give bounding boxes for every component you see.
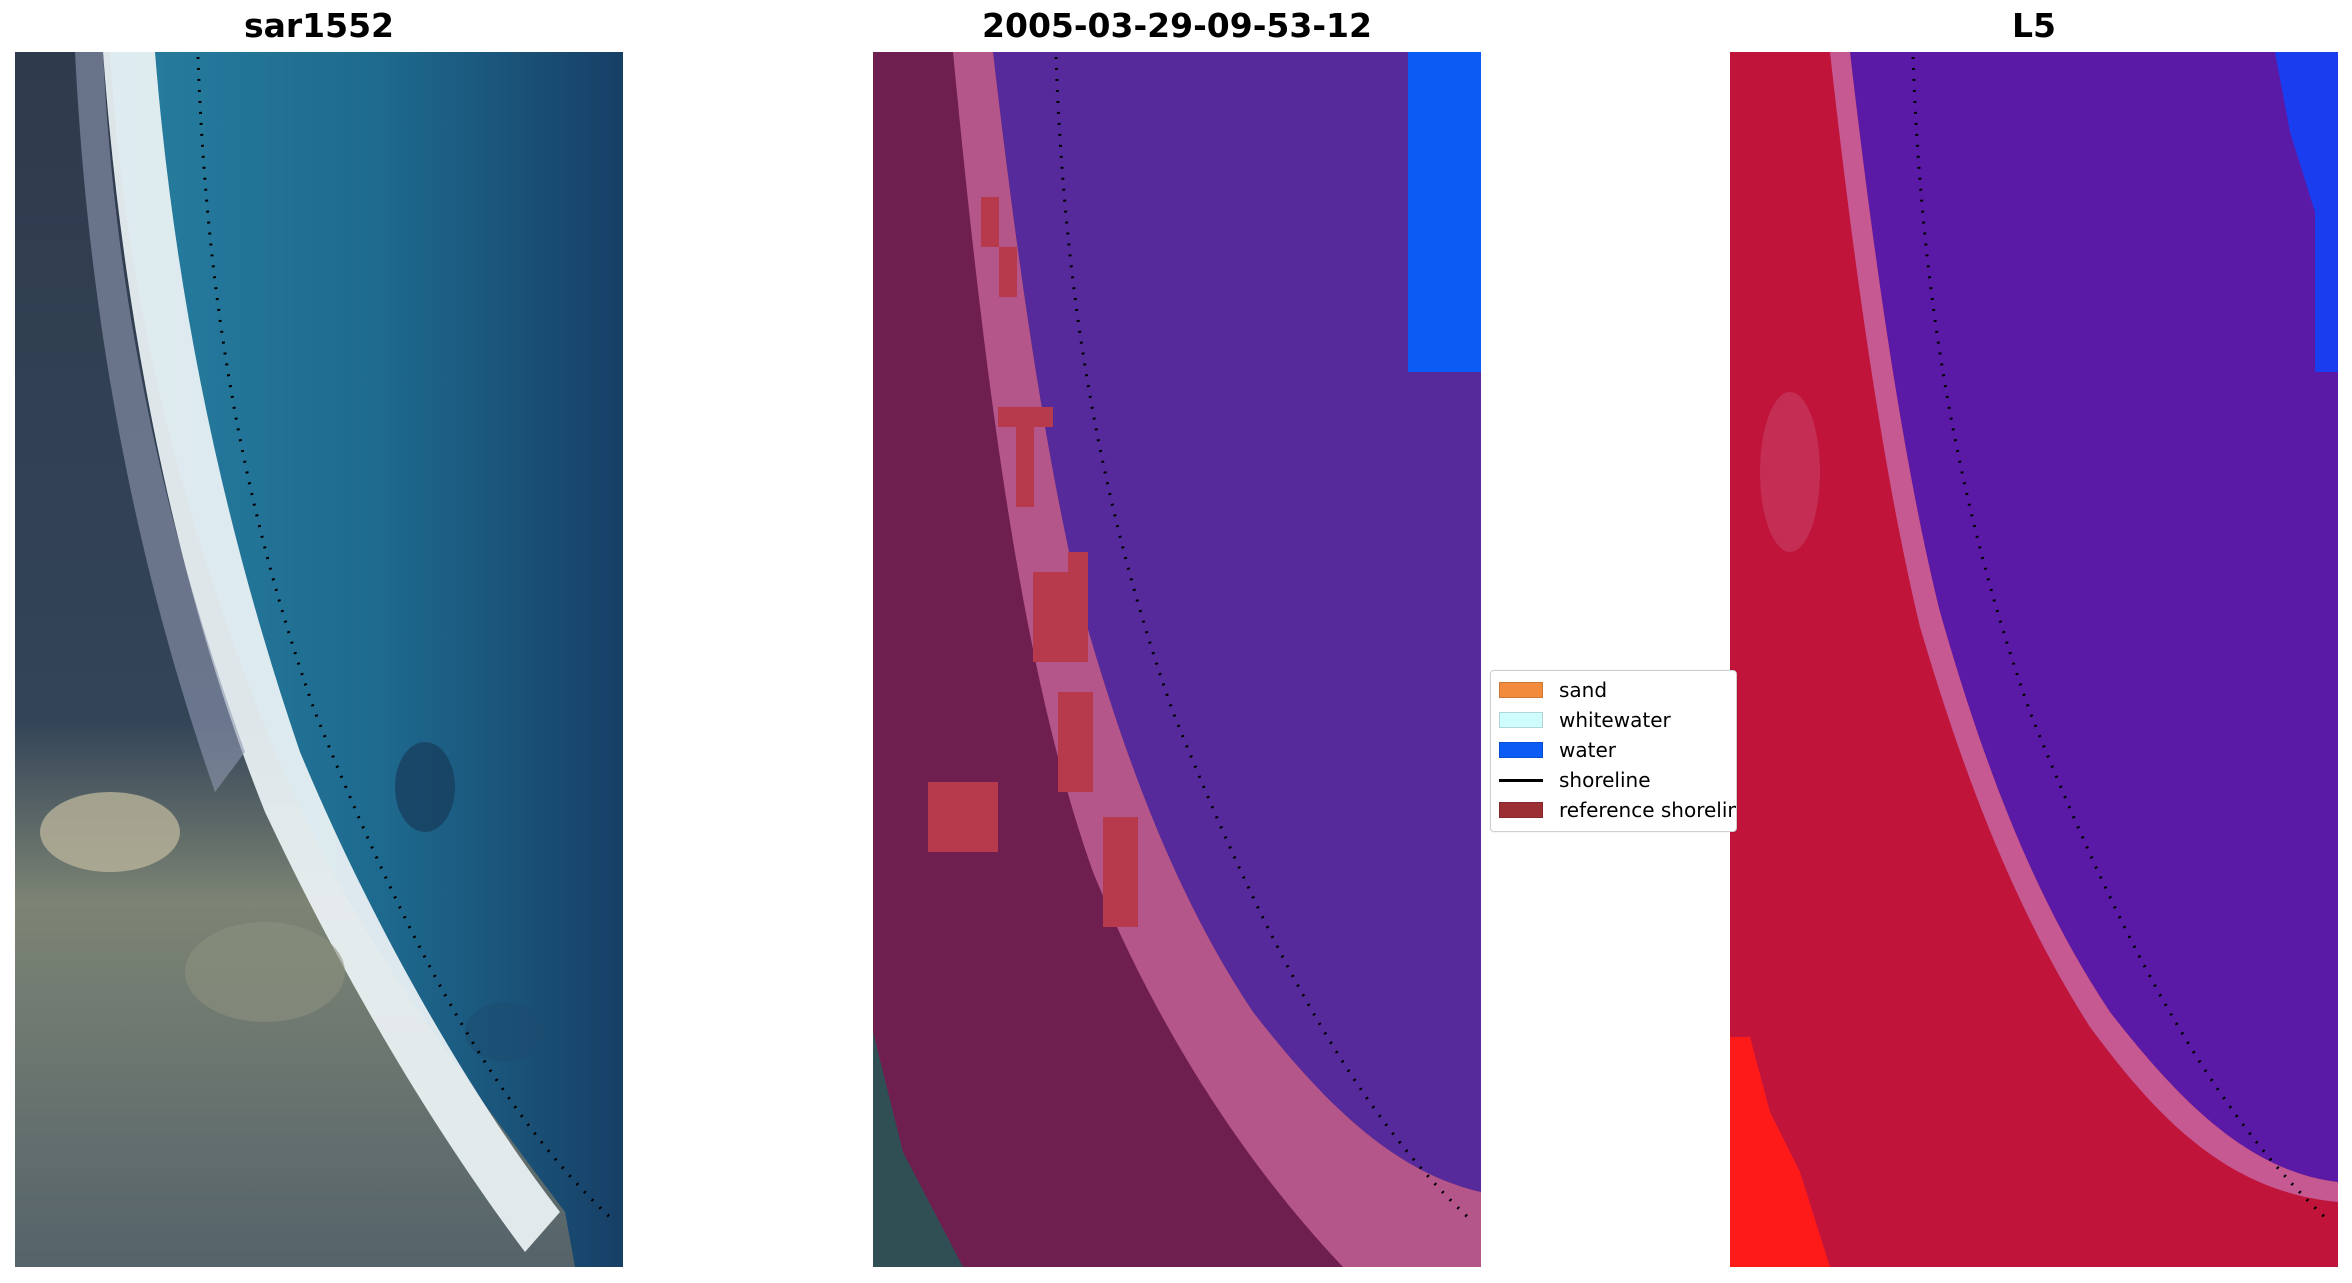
index-panel	[1730, 52, 2338, 1267]
legend-label: whitewater	[1559, 708, 1671, 732]
panel-title-index: L5	[2012, 6, 2056, 45]
sand-swatch-icon	[1499, 682, 1543, 698]
reference-shoreline-swatch-icon	[1499, 802, 1543, 818]
rgb-image	[15, 52, 623, 1267]
legend-item-shoreline: shoreline	[1499, 766, 1651, 794]
legend-item-whitewater: whitewater	[1499, 706, 1671, 734]
legend-label: sand	[1559, 678, 1608, 702]
classification-image	[873, 52, 1481, 1267]
legend: sand whitewater water shoreline referenc…	[1490, 670, 1737, 832]
classification-panel	[873, 52, 1481, 1267]
panel-title-classification: 2005-03-29-09-53-12	[982, 6, 1372, 45]
panel-title-rgb: sar1552	[243, 6, 395, 45]
legend-label: shoreline	[1559, 768, 1651, 792]
legend-item-water: water	[1499, 736, 1616, 764]
legend-item-reference-shoreline: reference shoreline	[1499, 796, 1737, 824]
legend-label: reference shoreline	[1559, 798, 1737, 822]
water-swatch-icon	[1499, 742, 1543, 758]
shoreline-line-icon	[1499, 778, 1543, 782]
legend-item-sand: sand	[1499, 676, 1607, 704]
whitewater-swatch-icon	[1499, 712, 1543, 728]
rgb-image-panel	[15, 52, 623, 1267]
legend-label: water	[1559, 738, 1616, 762]
index-image	[1730, 52, 2338, 1267]
